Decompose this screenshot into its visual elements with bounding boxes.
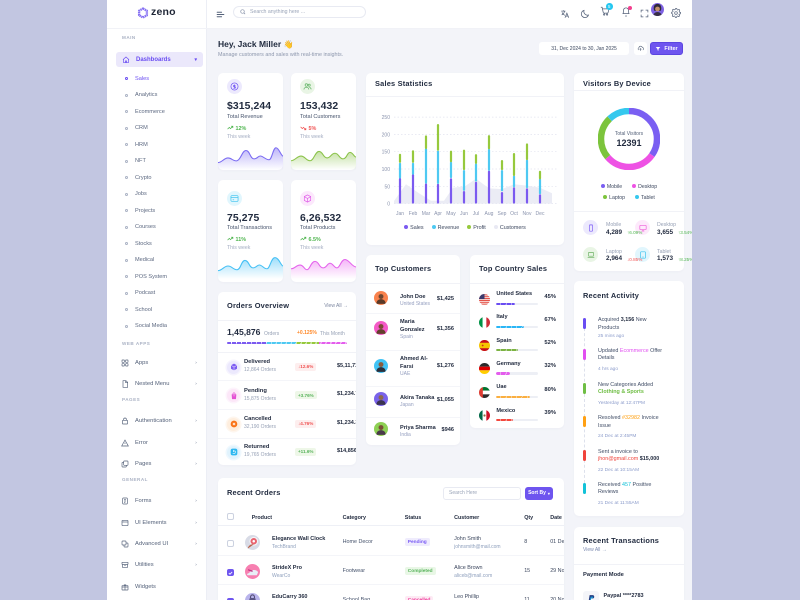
svg-text:100: 100: [382, 167, 391, 173]
svg-text:Sep: Sep: [498, 211, 507, 217]
svg-text:Feb: Feb: [409, 211, 418, 217]
svg-text:Oct: Oct: [510, 211, 518, 217]
svg-text:50: 50: [384, 184, 390, 190]
svg-text:250: 250: [382, 115, 391, 121]
svg-text:Dec: Dec: [536, 211, 545, 217]
svg-text:Nov: Nov: [523, 211, 532, 217]
svg-text:Jul: Jul: [473, 211, 479, 217]
svg-text:Mar: Mar: [422, 211, 431, 217]
svg-text:0: 0: [387, 202, 390, 208]
svg-text:Jun: Jun: [460, 211, 468, 217]
svg-text:May: May: [446, 211, 456, 217]
svg-text:200: 200: [382, 132, 391, 138]
svg-text:Apr: Apr: [434, 211, 442, 217]
svg-text:Aug: Aug: [485, 211, 494, 217]
svg-text:150: 150: [382, 150, 391, 156]
svg-text:Jan: Jan: [396, 211, 404, 217]
